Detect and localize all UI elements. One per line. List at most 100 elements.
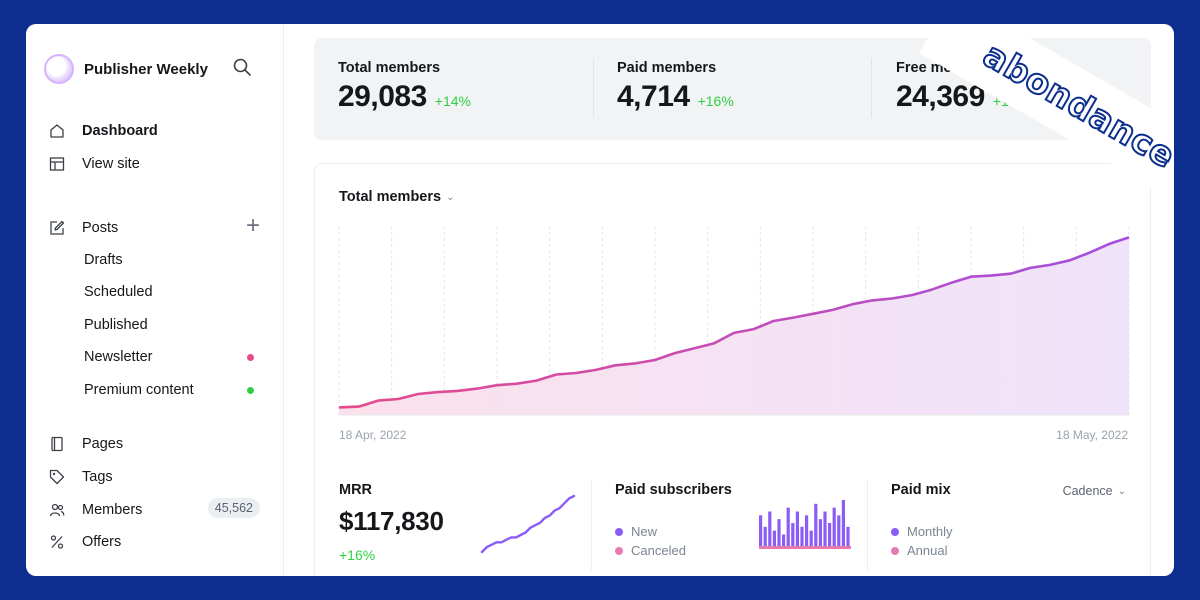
sidebar-subitem-label: Published [84,317,148,333]
paid-subscribers-widget[interactable]: Paid subscribers New Canceled [615,482,732,558]
add-post-icon[interactable]: + [245,212,260,239]
subscribers-new-bar [759,515,763,546]
legend-monthly: Monthly [891,524,953,539]
members-area-chart [338,226,1130,416]
subscribers-new-bar [841,500,845,546]
sidebar-subitem-premium-content[interactable]: Premium content [84,382,254,398]
layout-icon [48,155,66,173]
sidebar-subitem-published[interactable]: Published [84,317,254,333]
sidebar-item-posts[interactable]: Posts + [48,212,260,239]
mrr-sparkline [480,494,576,554]
mrr-delta: +16% [339,547,376,563]
brand[interactable]: Publisher Weekly [44,54,208,84]
subscribers-new-bar [805,515,809,546]
subscribers-new-bar [818,519,822,546]
chart-title-dropdown[interactable]: Total members ⌄ [339,189,454,205]
subscribers-new-bar [837,515,841,546]
subscribers-new-bar [832,507,836,546]
stat-value: 24,369 [896,80,985,113]
divider [871,58,872,118]
subscribers-canceled-bar [759,546,851,549]
sidebar-subitem-label: Premium content [84,382,194,398]
home-icon [48,122,66,140]
members-count-badge: 45,562 [207,498,260,518]
paid-mix-widget[interactable]: Paid mix Monthly Annual [891,482,953,558]
subscribers-new-bar [777,519,781,546]
paid-subscribers-barchart [759,500,851,549]
sidebar-item-members[interactable]: Members 45,562 [48,498,260,519]
sidebar-subitem-label: Scheduled [84,284,153,300]
chart-end-date: 18 May, 2022 [1056,428,1128,442]
chart-title: Total members [339,189,442,205]
legend-canceled: Canceled [615,543,732,558]
sidebar-item-label: Offers [82,534,122,550]
sidebar-item-dashboard[interactable]: Dashboard [48,122,260,140]
stat-total-members: Total members 29,083 +14% [338,60,471,114]
cadence-label: Cadence [1062,484,1113,498]
stat-paid-members: Paid members 4,714 +16% [617,60,734,114]
sidebar-subitem-label: Newsletter [84,349,153,365]
subscribers-new-bar [814,503,818,546]
paid-mix-label: Paid mix [891,482,951,498]
sidebar-item-label: Posts [82,220,119,236]
premium-status-dot [247,386,254,394]
stat-value: 4,714 [617,80,690,113]
legend-annual: Annual [891,543,953,558]
newsletter-status-dot [247,353,254,361]
mrr-label: MRR [339,482,373,498]
mrr-widget[interactable]: MRR $117,830 +16% [339,482,444,563]
subscribers-new-bar [763,526,767,546]
mrr-value: $117,830 [339,506,444,536]
chart-series-line [338,236,1130,409]
sidebar-item-offers[interactable]: Offers [48,533,260,551]
chevron-down-icon: ⌄ [1117,485,1126,497]
tag-icon [48,468,66,486]
sidebar-subitem-drafts[interactable]: Drafts [84,252,254,268]
members-icon [48,501,66,519]
members-chart-card: Total members ⌄ 18 Apr, 2022 18 May, 202… [314,163,1151,576]
subscribers-new-bar [823,511,827,546]
edit-icon [48,219,66,237]
legend-new: New [615,524,732,539]
app-window: Publisher Weekly Dashboard View site Pos… [26,24,1174,576]
divider [591,480,592,570]
sidebar-subitem-label: Drafts [84,252,123,268]
divider [593,58,594,118]
subscribers-new-bar [846,526,850,546]
sidebar-item-label: Tags [82,469,113,485]
sidebar-item-tags[interactable]: Tags [48,468,260,486]
subscribers-new-bar [772,530,776,546]
search-icon[interactable] [232,57,252,77]
sidebar-item-label: Pages [82,436,124,452]
stat-value: 29,083 [338,80,427,113]
percent-icon [48,533,66,551]
paid-subscribers-label: Paid subscribers [615,482,732,498]
subscribers-new-bar [782,534,786,546]
chevron-down-icon: ⌄ [446,191,455,203]
sidebar-item-label: Members [82,502,143,518]
subscribers-new-bar [795,511,799,546]
publication-logo [44,54,74,84]
sidebar: Publisher Weekly Dashboard View site Pos… [26,24,284,576]
sidebar-item-pages[interactable]: Pages [48,435,260,453]
stat-delta: +16% [697,93,734,109]
sidebar-item-label: View site [82,156,140,172]
subscribers-new-bar [800,526,804,546]
divider [867,480,868,570]
stat-label: Paid members [617,60,717,76]
mrr-sparkline-line [480,494,576,554]
sidebar-item-label: Dashboard [82,123,158,139]
cadence-dropdown[interactable]: Cadence ⌄ [1063,484,1126,498]
subscribers-new-bar [786,507,790,546]
stat-label: Total members [338,60,441,76]
sidebar-subitem-newsletter[interactable]: Newsletter [84,349,254,365]
subscribers-new-bar [809,530,813,546]
sidebar-subitem-scheduled[interactable]: Scheduled [84,284,254,300]
subscribers-new-bar [828,523,832,546]
subscribers-new-bar [791,523,795,546]
page-icon [48,435,66,453]
stat-delta: +14% [434,93,471,109]
chart-start-date: 18 Apr, 2022 [339,428,407,442]
sidebar-item-view-site[interactable]: View site [48,155,260,173]
subscribers-new-bar [768,511,772,546]
